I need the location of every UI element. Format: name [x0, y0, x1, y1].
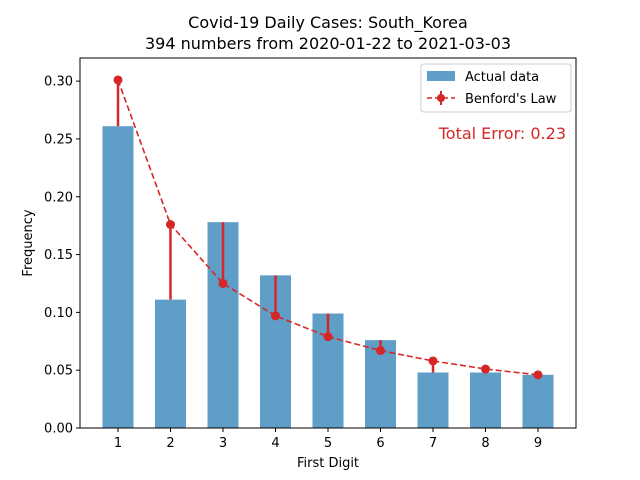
legend-label-benford: Benford's Law	[465, 92, 557, 107]
x-tick-label: 2	[166, 436, 174, 451]
x-tick-label: 5	[324, 436, 332, 451]
y-axis-label: Frequency	[21, 209, 36, 276]
benford-point-digit-6	[376, 346, 385, 356]
x-axis-label: First Digit	[297, 456, 359, 471]
x-tick-label: 7	[429, 436, 437, 451]
bar-digit-1	[102, 126, 134, 428]
error-lines-layer	[116, 79, 487, 373]
bar-digit-7	[417, 372, 449, 428]
x-tick-label: 6	[376, 436, 384, 451]
benford-point-digit-1	[113, 75, 123, 85]
x-axis: 1 2 3 4 5 6 7 8 9	[114, 428, 542, 451]
y-tick-label: 0.30	[44, 75, 73, 90]
chart-title-line2: 394 numbers from 2020-01-22 to 2021-03-0…	[145, 34, 511, 53]
bar-digit-9	[522, 374, 554, 428]
benford-point-digit-5	[323, 332, 333, 342]
y-axis: 0.00 0.05 0.10 0.15 0.20 0.25 0.30	[44, 75, 80, 437]
x-tick-label: 1	[114, 436, 122, 451]
legend-label-actual: Actual data	[465, 70, 539, 85]
y-tick-label: 0.10	[44, 306, 73, 321]
legend: Actual data Benford's Law	[420, 63, 572, 113]
y-tick-label: 0.00	[44, 422, 73, 437]
legend-box	[420, 63, 572, 113]
benford-point-digit-8	[481, 364, 490, 374]
y-tick-label: 0.05	[44, 364, 73, 379]
benford-point-digit-7	[428, 356, 438, 366]
legend-swatch-actual	[427, 71, 455, 81]
x-tick-label: 8	[481, 436, 489, 451]
x-tick-label: 4	[271, 436, 279, 451]
benford-line	[117, 79, 539, 376]
x-tick-label: 3	[219, 436, 227, 451]
benford-point-digit-2	[166, 220, 175, 229]
benford-point-digit-9	[533, 370, 543, 380]
bar-digit-2	[155, 299, 186, 428]
bar-digit-8	[470, 372, 501, 428]
benford-point-digit-3	[218, 278, 228, 288]
x-tick-label: 9	[534, 436, 542, 451]
y-tick-label: 0.20	[44, 190, 73, 205]
total-error-annotation: Total Error: 0.23	[438, 124, 566, 143]
chart-title-line1: Covid-19 Daily Cases: South_Korea	[188, 13, 468, 33]
y-tick-label: 0.15	[44, 248, 73, 263]
benford-line-layer	[113, 75, 543, 380]
y-tick-label: 0.25	[44, 132, 73, 147]
benford-point-digit-4	[271, 311, 280, 321]
